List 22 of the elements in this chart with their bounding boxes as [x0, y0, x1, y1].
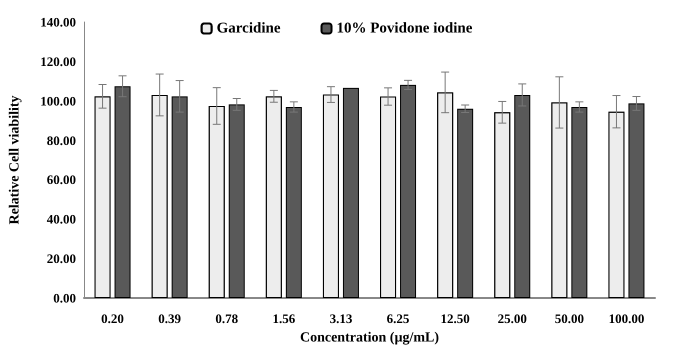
legend-label: 10% Povidone iodine — [336, 20, 473, 36]
y-tick-label: 80.00 — [46, 132, 76, 148]
legend-label: Garcidine — [216, 20, 281, 36]
x-tick-label: 50.00 — [554, 311, 584, 326]
y-tick-label: 20.00 — [46, 251, 76, 266]
y-tick-label: 120.00 — [40, 54, 76, 69]
x-tick-label: 3.13 — [330, 311, 353, 326]
x-tick-label: 0.20 — [101, 311, 124, 326]
x-tick-label: 0.39 — [158, 311, 182, 326]
y-tick-label: 140.00 — [40, 14, 76, 30]
y-tick-label: 60.00 — [46, 172, 76, 188]
x-tick-label: 0.78 — [215, 311, 239, 326]
y-tick-label: 0.00 — [53, 290, 76, 306]
y-tick-label: 40.00 — [46, 212, 76, 227]
x-tick-label: 12.50 — [440, 311, 470, 326]
x-tick-label: 25.00 — [498, 311, 527, 326]
y-tick-label: 100.00 — [40, 93, 76, 108]
x-tick-label: 100.00 — [608, 311, 644, 326]
x-tick-label: 1.56 — [272, 311, 296, 326]
x-tick-label: 6.25 — [386, 311, 410, 326]
y-axis-title: Relative Cell viability — [8, 95, 22, 225]
x-axis-title: Concentration (µg/mL) — [300, 330, 440, 346]
